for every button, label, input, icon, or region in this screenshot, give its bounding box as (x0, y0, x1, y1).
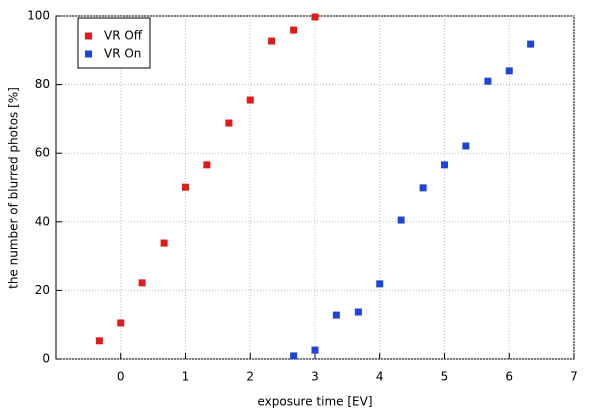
point (505, 67, 513, 75)
x-axis-label: exposure time [EV] (257, 395, 372, 409)
point (397, 216, 405, 224)
point (290, 352, 298, 360)
legend-label: VR On (104, 47, 141, 61)
point (160, 239, 168, 247)
point (332, 311, 340, 319)
point (138, 279, 146, 287)
x-tick-label: 3 (311, 370, 319, 384)
point (117, 319, 125, 327)
point (527, 40, 535, 48)
legend (77, 17, 151, 69)
x-tick-label: 0 (117, 370, 125, 384)
x-tick-label: 6 (505, 370, 513, 384)
point (441, 161, 448, 169)
point (290, 26, 298, 34)
point (225, 119, 233, 127)
point (311, 346, 319, 354)
point (246, 96, 254, 104)
point (95, 337, 103, 345)
y-tick-label: 80 (35, 77, 50, 91)
point (419, 184, 427, 192)
legend-label: VR Off (104, 29, 143, 43)
point (462, 142, 470, 150)
y-tick-label: 40 (35, 214, 50, 228)
legend-swatch (85, 50, 92, 58)
point (182, 183, 189, 191)
point (268, 37, 276, 45)
x-tick-label: 1 (182, 370, 190, 384)
legend-swatch (85, 32, 92, 40)
y-tick-label: 100 (27, 9, 50, 23)
point (203, 161, 211, 169)
point (484, 77, 492, 85)
point (311, 13, 319, 21)
x-tick-label: 7 (570, 370, 578, 384)
x-tick-label: 2 (246, 370, 254, 384)
x-tick-label: 5 (441, 370, 449, 384)
point (376, 280, 384, 288)
point (354, 308, 362, 316)
y-tick-label: 60 (35, 146, 50, 160)
x-tick-label: 4 (376, 370, 384, 384)
y-tick-label: 0 (42, 352, 50, 366)
y-axis-label: the number of blurred photos [%] (7, 87, 21, 289)
y-tick-label: 20 (35, 283, 50, 297)
